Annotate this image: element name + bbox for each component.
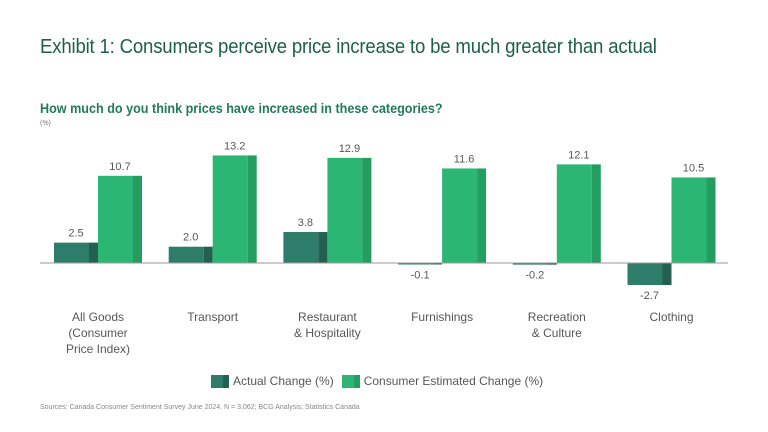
bar-side-estimated <box>362 157 372 263</box>
bar-front-actual <box>283 232 319 263</box>
unit-label: (%) <box>40 120 51 127</box>
bars-group <box>54 155 716 286</box>
bar-front-actual <box>512 263 548 265</box>
category-label: & Culture <box>532 326 582 340</box>
value-label-estimated: 10.7 <box>109 161 130 173</box>
bar-actual <box>54 242 98 263</box>
category-label: Restaurant <box>298 310 357 324</box>
legend-label-estimated: Consumer Estimated Change (%) <box>363 374 544 388</box>
value-label-actual: -2.7 <box>640 290 659 302</box>
legend-item-actual: Actual Change (%) <box>211 374 334 388</box>
bar-front-actual <box>398 263 434 265</box>
bar-front-actual <box>54 242 89 263</box>
bar-front-actual <box>168 246 204 263</box>
bar-front-estimated <box>671 177 707 263</box>
bar-side-estimated <box>247 155 257 263</box>
bar-estimated <box>98 175 142 263</box>
bar-estimated <box>327 157 372 263</box>
value-label-estimated: 13.2 <box>224 140 245 152</box>
bar-front-actual <box>627 263 663 286</box>
value-label-estimated: 11.6 <box>454 153 475 165</box>
bar-side-estimated <box>133 175 142 263</box>
category-label: & Hospitality <box>294 326 361 340</box>
category-label: Furnishings <box>411 310 473 324</box>
source-note: Sources: Canada Consumer Sentiment Surve… <box>40 404 360 411</box>
bar-estimated <box>212 155 257 263</box>
exhibit-title: Exhibit 1: Consumers perceive price incr… <box>40 36 657 58</box>
value-label-actual: 2.0 <box>183 232 198 244</box>
bar-side-actual <box>547 263 557 265</box>
bar-estimated <box>671 177 716 263</box>
bar-estimated <box>556 164 601 263</box>
bar-side-actual <box>89 242 98 263</box>
bar-front-estimated <box>556 164 592 263</box>
bar-side-actual <box>662 263 672 286</box>
value-label-estimated: 12.9 <box>339 143 360 155</box>
bar-side-estimated <box>706 177 716 263</box>
bar-actual <box>512 263 557 265</box>
value-label-estimated: 12.1 <box>568 149 589 161</box>
bar-side-actual <box>318 232 328 263</box>
bar-side-estimated <box>591 164 601 263</box>
category-labels-group: All Goods (Consumer Price Index) Transport R… <box>66 310 694 356</box>
bar-side-actual <box>203 246 213 263</box>
legend-item-estimated: Consumer Estimated Change (%) <box>341 374 544 388</box>
bar-front-estimated <box>98 175 133 263</box>
bar-front-estimated <box>212 155 248 263</box>
category-label: Transport <box>187 310 239 324</box>
value-label-actual: -0.1 <box>411 270 430 282</box>
value-labels-group: 2.5 10.7 2.0 13.2 3.8 12.9 -0.1 11.6 -0.2 12.1 -2.… <box>68 140 704 302</box>
value-label-estimated: 10.5 <box>683 162 704 174</box>
bar-actual <box>398 263 443 265</box>
category-label: Recreation <box>528 310 586 324</box>
bar-actual <box>627 263 672 286</box>
value-label-actual: -0.2 <box>525 270 544 282</box>
legend-swatch-estimated <box>341 374 360 388</box>
bar-actual <box>168 246 213 263</box>
chart-subtitle: How much do you think prices have increa… <box>40 100 443 116</box>
category-label: Price Index) <box>66 342 130 356</box>
legend-swatch-actual <box>211 374 229 388</box>
category-label: (Consumer <box>68 326 127 340</box>
bar-actual <box>283 232 328 263</box>
legend: Actual Change (%) Consumer Estimated Cha… <box>211 374 551 388</box>
bar-side-actual <box>433 263 443 265</box>
bar-estimated <box>442 168 487 263</box>
legend-label-actual: Actual Change (%) <box>233 374 334 388</box>
category-label: Clothing <box>649 310 693 324</box>
value-label-actual: 3.8 <box>298 217 313 229</box>
bar-front-estimated <box>442 168 478 263</box>
bar-side-estimated <box>477 168 487 263</box>
bar-front-estimated <box>327 157 363 263</box>
category-label: All Goods <box>72 310 124 324</box>
value-label-actual: 2.5 <box>68 228 83 240</box>
